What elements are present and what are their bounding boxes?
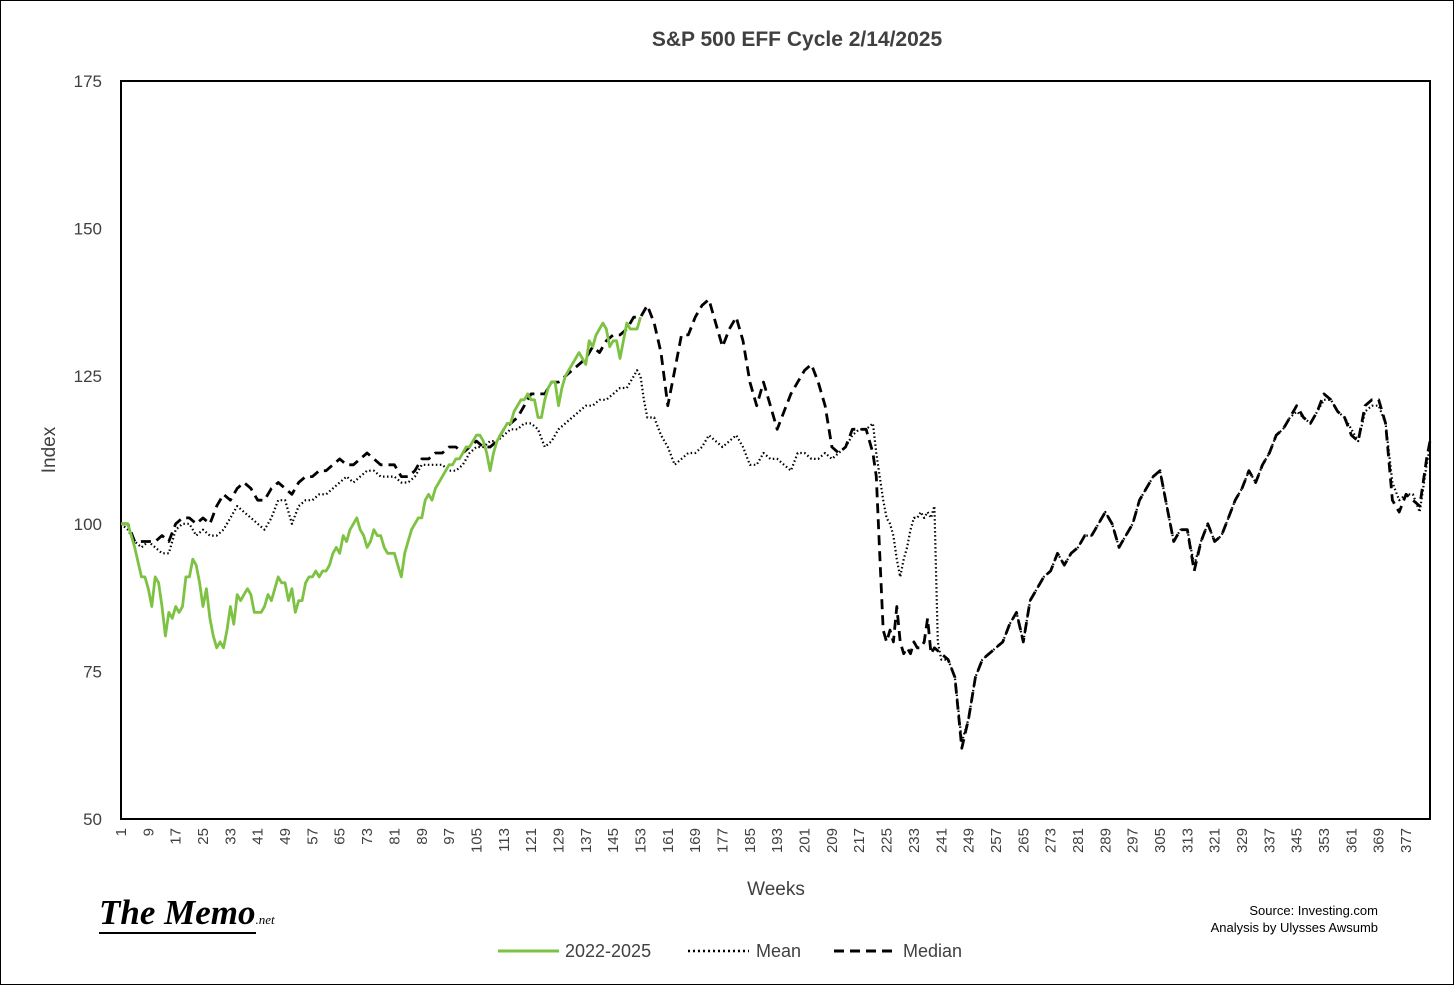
x-tick-label: 345 bbox=[1289, 828, 1306, 853]
chart-title: S&P 500 EFF Cycle 2/14/2025 bbox=[652, 28, 943, 51]
x-tick-label: 169 bbox=[687, 828, 704, 853]
x-tick-label: 113 bbox=[496, 828, 513, 852]
y-tick-label: 100 bbox=[74, 515, 102, 534]
x-tick-label: 41 bbox=[250, 828, 267, 845]
x-tick-label: 273 bbox=[1043, 828, 1060, 853]
y-tick-label: 125 bbox=[74, 367, 102, 386]
plot-area bbox=[120, 80, 1431, 820]
x-tick-label: 73 bbox=[359, 828, 376, 845]
x-tick-label: 297 bbox=[1125, 828, 1142, 853]
x-tick-label: 129 bbox=[550, 828, 567, 853]
x-tick-label: 57 bbox=[304, 828, 321, 845]
logo-main-text: The Memo bbox=[99, 893, 256, 934]
source-line: Source: Investing.com bbox=[1249, 903, 1378, 918]
y-axis-label: Index bbox=[39, 426, 60, 473]
x-axis-ticks: 1 9 17 25 33 41 49 57 65 73 81 89 97 105 113 121 129 137 1… bbox=[113, 828, 1415, 853]
x-tick-label: 89 bbox=[414, 828, 431, 845]
series-line-median bbox=[121, 297, 1432, 750]
y-tick-label: 175 bbox=[74, 72, 102, 91]
x-tick-label: 233 bbox=[906, 828, 923, 853]
x-tick-label: 17 bbox=[168, 828, 185, 845]
x-tick-label: 1 bbox=[113, 828, 130, 836]
x-tick-label: 265 bbox=[1015, 828, 1032, 853]
x-tick-label: 121 bbox=[523, 828, 540, 853]
x-tick-label: 241 bbox=[933, 828, 950, 853]
x-tick-label: 177 bbox=[715, 828, 732, 853]
x-tick-label: 369 bbox=[1371, 828, 1388, 853]
series-line-2022-2025 bbox=[121, 316, 642, 650]
legend-label-median: Median bbox=[903, 941, 962, 961]
x-tick-label: 281 bbox=[1070, 828, 1087, 853]
x-tick-label: 145 bbox=[605, 828, 622, 853]
x-tick-label: 185 bbox=[742, 828, 759, 853]
x-tick-label: 105 bbox=[468, 828, 485, 853]
x-tick-label: 321 bbox=[1207, 828, 1224, 853]
x-tick-label: 201 bbox=[797, 828, 814, 853]
series-line-mean bbox=[120, 369, 1432, 744]
x-tick-label: 161 bbox=[660, 828, 677, 853]
x-axis-label: Weeks bbox=[747, 879, 805, 900]
x-tick-label: 9 bbox=[140, 828, 157, 836]
x-tick-label: 225 bbox=[879, 828, 896, 853]
y-tick-label: 50 bbox=[83, 810, 102, 829]
x-tick-label: 137 bbox=[578, 828, 595, 853]
x-tick-label: 353 bbox=[1316, 828, 1333, 853]
y-tick-label: 150 bbox=[74, 220, 102, 239]
legend-label-2022-2025: 2022-2025 bbox=[565, 941, 651, 961]
x-tick-label: 313 bbox=[1179, 828, 1196, 853]
x-tick-label: 81 bbox=[386, 828, 403, 845]
x-tick-label: 25 bbox=[195, 828, 212, 845]
x-tick-label: 33 bbox=[222, 828, 239, 845]
x-tick-label: 361 bbox=[1343, 828, 1360, 853]
x-tick-label: 337 bbox=[1261, 828, 1278, 853]
y-axis-ticks: 50 75 100 125 150 175 bbox=[74, 72, 102, 829]
legend: 2022-2025 Mean Median bbox=[498, 941, 962, 961]
logo-suffix: .net bbox=[255, 912, 275, 927]
x-tick-label: 305 bbox=[1152, 828, 1169, 853]
x-tick-label: 209 bbox=[824, 828, 841, 853]
y-tick-label: 75 bbox=[83, 662, 102, 681]
x-tick-label: 65 bbox=[332, 828, 349, 845]
legend-label-mean: Mean bbox=[756, 941, 801, 961]
x-tick-label: 377 bbox=[1398, 828, 1415, 853]
analysis-credit: Analysis by Ulysses Awsumb bbox=[1211, 920, 1378, 935]
x-tick-label: 249 bbox=[961, 828, 978, 853]
x-tick-label: 329 bbox=[1234, 828, 1251, 853]
x-tick-label: 289 bbox=[1097, 828, 1114, 853]
series-group bbox=[120, 297, 1432, 750]
x-tick-label: 153 bbox=[632, 828, 649, 853]
x-tick-label: 49 bbox=[277, 828, 294, 845]
x-tick-label: 217 bbox=[851, 828, 868, 853]
the-memo-logo: The Memo.net bbox=[99, 894, 275, 934]
x-tick-label: 257 bbox=[988, 828, 1005, 853]
x-tick-label: 193 bbox=[769, 828, 786, 853]
x-tick-label: 97 bbox=[441, 828, 458, 845]
